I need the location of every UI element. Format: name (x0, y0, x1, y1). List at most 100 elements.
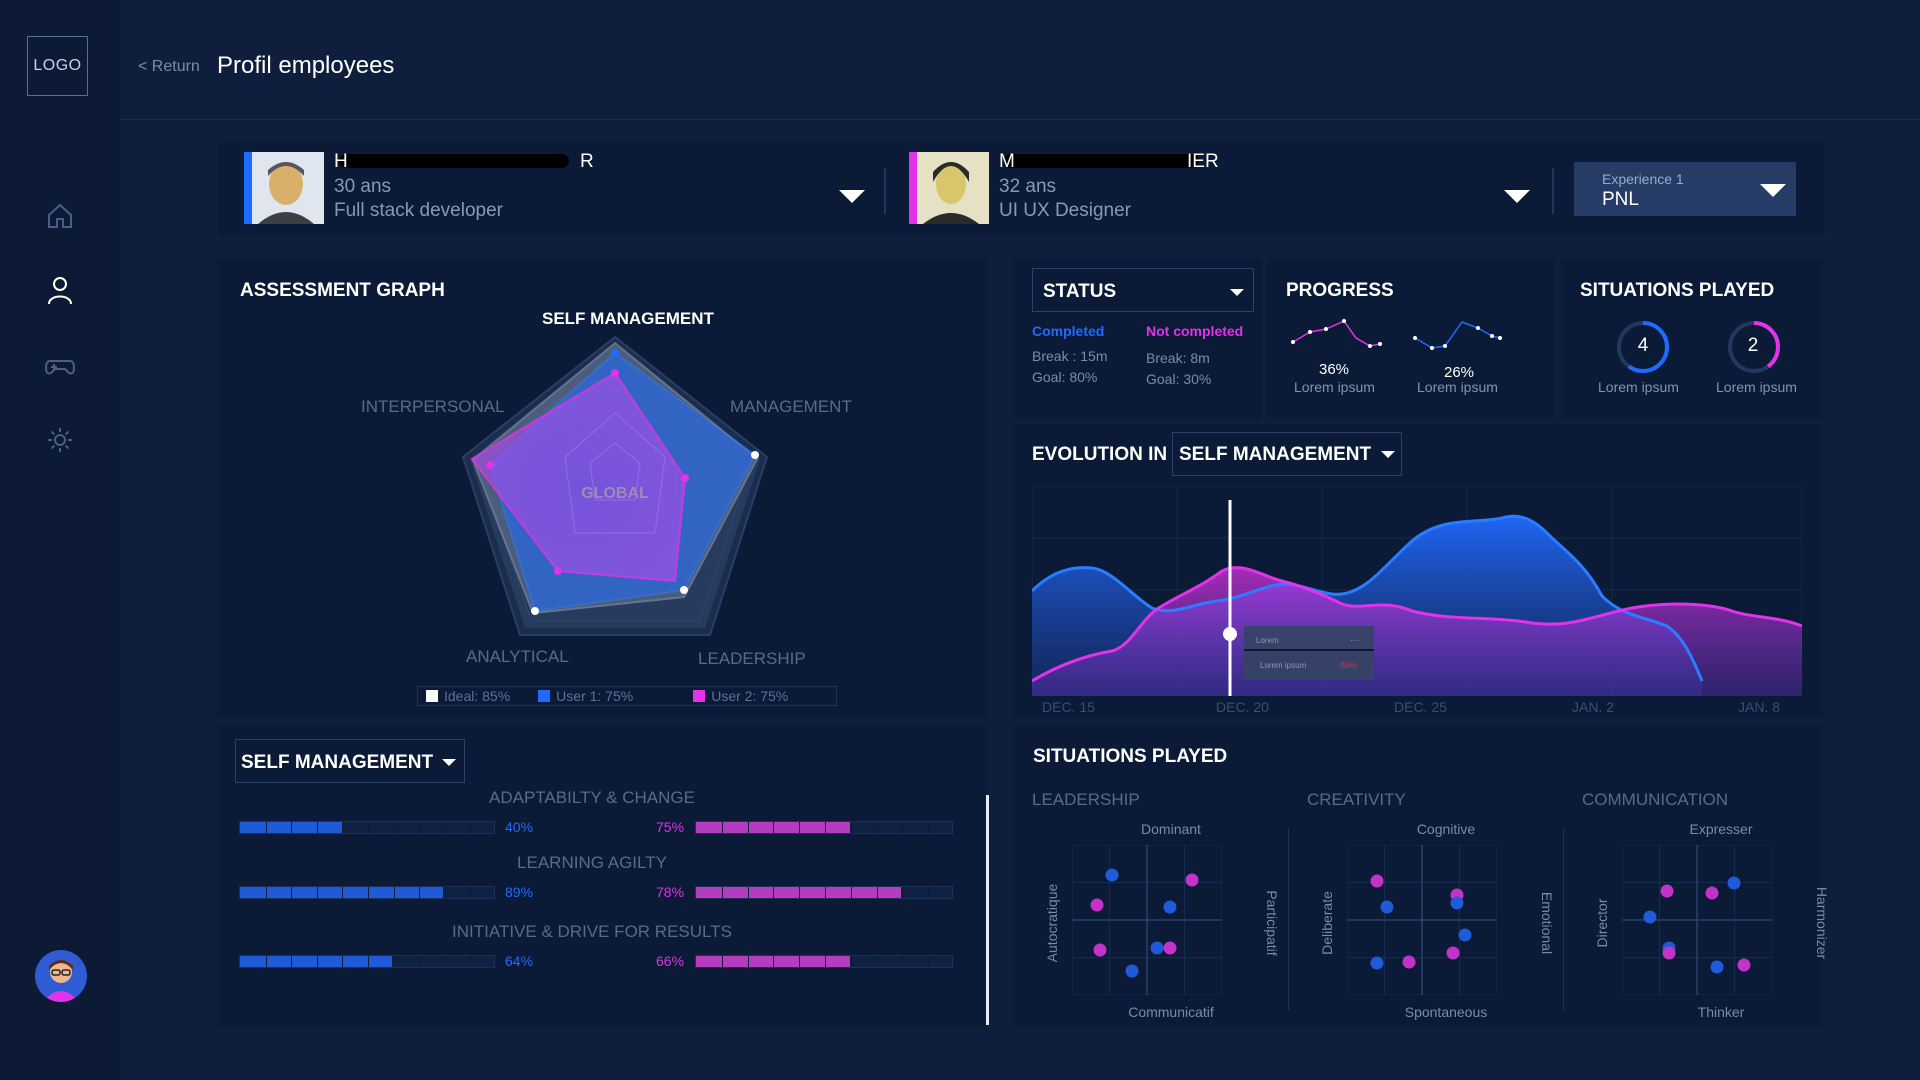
status-completed-break: Break : 15m (1032, 348, 1108, 364)
quadrant-bottom-label: Spontaneous (1404, 1004, 1488, 1020)
employee-dropdown-2[interactable] (1504, 190, 1530, 203)
radar-axis-management: MANAGEMENT (730, 397, 852, 416)
quadrant-dot (1370, 874, 1384, 888)
skill-bar-user2 (695, 821, 953, 834)
return-link[interactable]: < Return (138, 58, 200, 75)
quadrant-dot (1370, 956, 1384, 970)
employee-age-2: 32 ans (999, 176, 1057, 197)
situations-ring-caption-1: Lorem ipsum (1598, 379, 1679, 395)
progress-title: PROGRESS (1286, 280, 1394, 301)
quadrant-right-label: Participatif (1264, 890, 1280, 956)
quadrant-divider (1563, 828, 1564, 1010)
status-not-completed-goal: Goal: 30% (1146, 371, 1212, 387)
home-icon[interactable] (44, 200, 76, 232)
progress-caption-1: Lorem ipsum (1294, 379, 1375, 395)
gamepad-icon[interactable] (44, 350, 76, 382)
experience-select[interactable]: Experience 1 PNL (1574, 162, 1796, 216)
employee-photo-2 (909, 152, 989, 224)
evolution-tooltip-sub: Lorem ipsum (1260, 661, 1307, 670)
employee-name-1: H (334, 151, 348, 172)
quadrant-dot (1402, 955, 1416, 969)
quadrant-dot (1090, 898, 1104, 912)
evolution-xtick-5: JAN. 8 (1738, 699, 1781, 715)
skills-dropdown[interactable]: SELF MANAGEMENT (235, 739, 465, 783)
evolution-dropdown[interactable]: SELF MANAGEMENT (1172, 432, 1402, 476)
quadrant-dot (1662, 946, 1676, 960)
status-title: STATUS (1043, 281, 1117, 302)
evolution-tooltip-label: Lorem (1256, 636, 1279, 645)
quadrant-left-label: Director (1594, 898, 1610, 948)
experience-label: Experience 1 (1602, 171, 1684, 187)
quadrant-bottom-label: Communicatif (1128, 1004, 1214, 1020)
ring-progress (1728, 321, 1780, 373)
quadrant-chart (1622, 845, 1772, 995)
header: < Return Profil employees (120, 0, 1920, 120)
situations-title: SITUATIONS PLAYED (1033, 746, 1228, 767)
progress-value-2: 26% (1444, 364, 1475, 381)
radar-center-label: GLOBAL (581, 485, 649, 502)
quadrant-dot (1185, 873, 1199, 887)
evolution-xtick-4: JAN. 2 (1572, 699, 1615, 715)
page-title: Profil employees (217, 52, 395, 79)
quadrant-dot (1737, 958, 1751, 972)
status-not-completed: Not completed (1146, 323, 1244, 339)
employee-card-1: H R 30 ans Full stack developer (244, 151, 884, 224)
skill-pct-user1: 89% (505, 884, 534, 900)
avatar[interactable] (35, 950, 87, 1002)
radar-top-axis: SELF MANAGEMENT (542, 309, 714, 328)
skill-bar-user1 (239, 821, 495, 834)
chevron-down-icon (1230, 289, 1244, 296)
user-icon[interactable] (44, 274, 76, 306)
skill-label: INITIATIVE & DRIVE FOR RESULTS (452, 922, 732, 941)
employee-bar: H R 30 ans Full stack developer M IER 32… (219, 142, 1825, 236)
status-completed: Completed (1032, 323, 1105, 339)
progress-sparkline-1 (1291, 319, 1382, 348)
skill-bar-user1 (239, 886, 495, 899)
skills-scrollbar[interactable] (986, 795, 989, 1025)
legend-user1: User 1: 75% (556, 688, 634, 704)
chevron-down-icon (1760, 184, 1786, 197)
situations-summary-panel (1561, 258, 1823, 418)
radar-axis-leadership: LEADERSHIP (698, 649, 806, 668)
employee-name-tail-2: IER (1187, 151, 1219, 172)
svg-text:···: ··· (1350, 635, 1360, 646)
situations-ring-caption-2: Lorem ipsum (1716, 379, 1797, 395)
evolution-dropdown-label: SELF MANAGEMENT (1179, 444, 1372, 465)
skill-bar-user2 (695, 886, 953, 899)
quadrant-left-label: Autocratique (1044, 883, 1060, 963)
employee-role-1: Full stack developer (334, 200, 503, 221)
quadrant-right-label: Harmonizer (1814, 886, 1830, 960)
employee-card-2: M IER 32 ans UI UX Designer (909, 151, 1530, 224)
quadrant-chart (1347, 845, 1497, 995)
progress-value-1: 36% (1319, 361, 1350, 378)
ring-progress (1617, 321, 1669, 373)
quadrant-dot (1705, 886, 1719, 900)
quadrant-dot (1150, 941, 1164, 955)
logo: LOGO (27, 36, 88, 96)
skill-bar-user2-fill (696, 887, 901, 898)
skill-bar-user2-fill (696, 956, 850, 967)
experience-value: PNL (1602, 189, 1639, 210)
quadrant-dot (1163, 900, 1177, 914)
quadrant-dot (1458, 928, 1472, 942)
quadrant-top-label: Dominant (1141, 821, 1201, 837)
quadrant-dot (1450, 896, 1464, 910)
employee-age-1: 30 ans (334, 176, 392, 197)
quadrant-dot (1163, 941, 1177, 955)
situations-ring-value-2: 2 (1747, 335, 1759, 356)
legend-ideal: Ideal: 85% (444, 688, 511, 704)
employee-name-2: M (999, 151, 1015, 172)
skill-bar-user1-fill (240, 822, 342, 833)
employee-dropdown-1[interactable] (839, 190, 865, 203)
quadrant-dot (1727, 876, 1741, 890)
quadrant-title: COMMUNICATION (1582, 790, 1729, 809)
status-dropdown[interactable]: STATUS (1032, 268, 1254, 312)
quadrant-dot (1710, 960, 1724, 974)
progress-caption-2: Lorem ipsum (1417, 379, 1498, 395)
situations-ring-value-1: 4 (1637, 335, 1649, 356)
skills-dropdown-label: SELF MANAGEMENT (241, 752, 434, 773)
skills-panel (217, 726, 988, 1026)
gear-icon[interactable] (44, 424, 76, 456)
quadrant-divider (1288, 828, 1289, 1010)
quadrant-top-label: Expresser (1689, 821, 1753, 837)
